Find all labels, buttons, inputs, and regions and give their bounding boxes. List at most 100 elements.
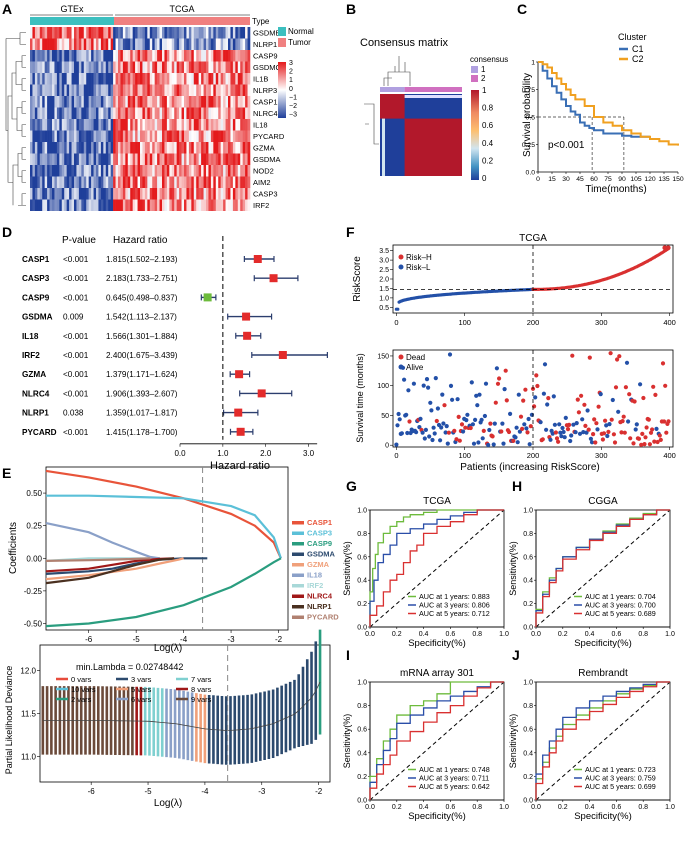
heatmap-cell [176,27,180,39]
heatmap-cell [132,176,136,188]
alive-point [465,412,470,417]
heatmap-cell [122,176,126,188]
heatmap-cell [159,199,163,211]
heatmap-cell [59,199,63,211]
heatmap-cell [91,119,94,131]
heatmap-cell [37,199,41,211]
heatmap-cell [206,84,209,96]
heatmap-cell [157,153,160,165]
heatmap-cell [196,61,199,73]
hr-point [242,312,251,321]
heatmap-cell [201,38,204,50]
heatmap-cell [130,188,133,200]
dead-point [600,437,606,442]
heatmap-cell [245,73,248,85]
heatmap-cell [159,50,163,62]
heatmap-cell [147,130,151,142]
heatmap-cell [64,188,67,200]
alive-point [479,417,484,422]
heatmap-cell [223,119,226,131]
heatmap-cell [83,153,87,165]
heatmap-cell [130,73,133,85]
matrix-stripe [382,118,385,176]
heatmap-cell [147,73,151,85]
heatmap-cell [171,73,175,85]
y-axis-label: Sensitivity(%) [508,714,518,769]
heatmap-cell [98,142,102,154]
heatmap-cell [140,176,143,188]
heatmap-cell [42,50,45,62]
roc-curve-5-years [535,509,670,627]
alive-point [461,429,466,434]
group-label-gtex: GTEx [60,4,84,14]
heatmap-cell [132,153,136,165]
heatmap-cell [96,188,99,200]
heatmap-cell [218,27,221,39]
dead-point [642,442,647,447]
heatmap-cell [122,199,126,211]
heatmap-cell [140,61,143,73]
heatmap-cell [108,38,111,50]
panel-label-i: I [346,647,350,663]
alive-point [473,417,478,422]
heatmap-cell [191,38,195,50]
heatmap-cell [149,73,153,85]
alive-point [491,442,496,447]
heatmap-cell [240,188,243,200]
heatmap-cell [34,153,38,165]
heatmap-cell [196,107,199,119]
heatmap-cell [56,50,60,62]
gene-label: NOD2 [253,167,274,176]
gene-label: GSDMA [253,155,281,164]
heatmap-cell [52,27,55,39]
heatmap-cell [125,38,129,50]
heatmap-cell [135,130,138,142]
y-tick-label: 1.0 [379,295,389,302]
heatmap-cell [47,199,50,211]
heatmap-cell [81,73,85,85]
heatmap-cell [181,38,185,50]
heatmap-cell [59,176,63,188]
heatmap-cell [232,130,236,142]
heatmap-cell [223,96,226,108]
heatmap-cell [210,73,214,85]
dead-point [622,430,627,435]
x-tick-label: 0 [394,318,398,327]
heatmap-cell [56,142,60,154]
heatmap-cell [215,188,219,200]
heatmap-cell [193,153,197,165]
y-axis-label: Survival probability [522,73,533,157]
heatmap-cell [125,142,129,154]
alive-point [406,388,411,393]
y-axis-label: Sensitivity(%) [508,541,518,596]
heatmap-cell [208,84,212,96]
heatmap-cell [245,153,248,165]
p-value-header: P-value [62,235,96,246]
heatmap-cell [98,107,102,119]
heatmap-cell [235,73,239,85]
heatmap-cell [157,38,160,50]
heatmap-cell [30,96,33,108]
heatmap-cell [174,84,177,96]
x-tick-label: 0.8 [638,804,648,811]
x-tick-label: -2 [315,787,323,796]
x-tick-label: 100 [458,318,471,327]
auc-label: AUC at 3 years: 0.759 [585,774,656,783]
heatmap-cell [103,142,107,154]
dead-point [556,439,561,444]
dead-point [662,419,667,424]
heatmap-cell [237,73,241,85]
roc-title: TCGA [423,496,451,507]
x-tick-label: -4 [201,787,209,796]
scale-tick-label: 0.6 [482,121,494,130]
heatmap-cell [52,176,55,188]
heatmap-cell [78,96,82,108]
heatmap-cell [225,142,229,154]
heatmap-cell [154,107,158,119]
heatmap-cell [232,27,236,39]
heatmap-cell [66,142,70,154]
y-tick-label: -0.25 [24,587,43,596]
heatmap-cell [181,84,185,96]
heatmap-cell [181,142,185,154]
heatmap-cell [118,107,121,119]
